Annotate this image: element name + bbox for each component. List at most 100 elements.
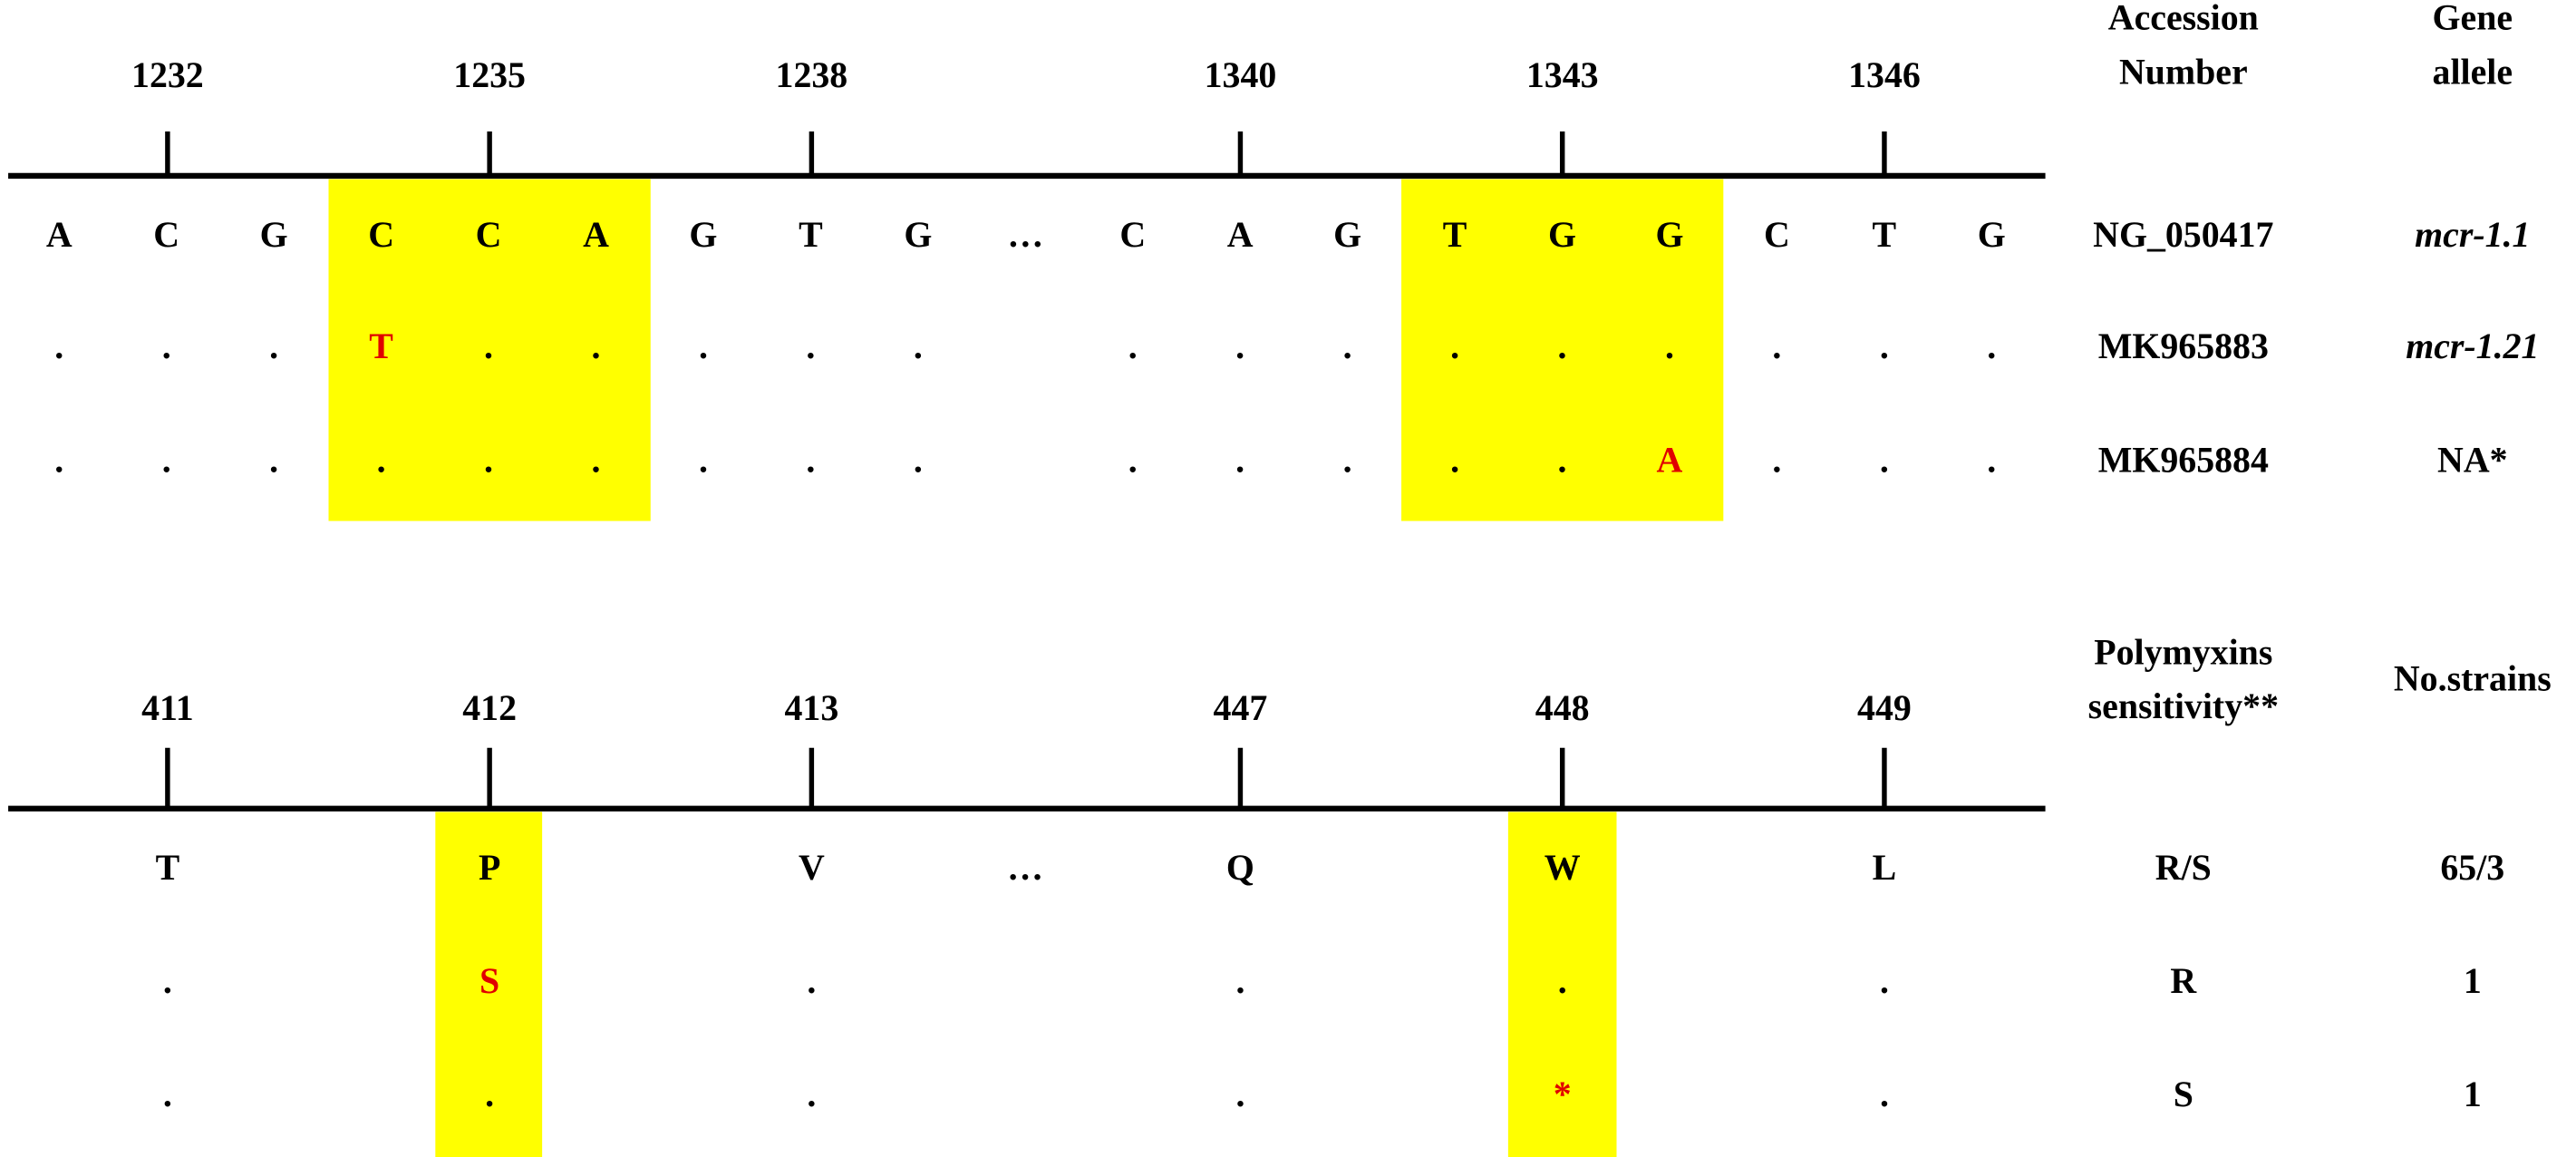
nucleotide: . bbox=[269, 326, 278, 366]
nucleotide: T bbox=[1873, 214, 1897, 255]
residue: . bbox=[485, 1074, 494, 1114]
residue: . bbox=[1235, 960, 1244, 1001]
nucleotide: . bbox=[1665, 326, 1674, 366]
nucleotide: G bbox=[1655, 214, 1683, 255]
position-label: 1340 bbox=[1205, 54, 1277, 95]
nucleotide: . bbox=[592, 326, 601, 366]
position-label: 448 bbox=[1535, 687, 1590, 728]
nucleotide: . bbox=[162, 326, 171, 366]
gene-allele: mcr-1.1 bbox=[2415, 214, 2530, 255]
column-header: Number bbox=[2119, 52, 2248, 92]
nucleotide: . bbox=[1128, 439, 1138, 480]
nucleotide: . bbox=[1880, 439, 1889, 480]
nucleotide: . bbox=[1772, 439, 1781, 480]
strain-count: 65/3 bbox=[2440, 847, 2504, 888]
residue: L bbox=[1873, 847, 1897, 888]
nucleotide: . bbox=[1128, 326, 1138, 366]
nucleotide: G bbox=[689, 214, 717, 255]
residue: . bbox=[1880, 1074, 1889, 1114]
polymyxin-sensitivity: R bbox=[2170, 960, 2197, 1001]
nucleotide: . bbox=[1235, 439, 1244, 480]
position-label: 413 bbox=[784, 687, 838, 728]
nucleotide: . bbox=[1558, 439, 1567, 480]
accession-number: MK965883 bbox=[2098, 326, 2269, 366]
residue: … bbox=[1007, 847, 1043, 888]
column-header: No.strains bbox=[2394, 657, 2552, 698]
nucleotide: . bbox=[1987, 439, 1996, 480]
residue: . bbox=[1235, 1074, 1244, 1114]
nucleotide: T bbox=[369, 326, 393, 366]
nucleotide: C bbox=[476, 214, 502, 255]
nucleotide: . bbox=[1343, 326, 1352, 366]
nucleotide: . bbox=[806, 326, 815, 366]
nucleotide: . bbox=[54, 326, 63, 366]
nucleotide: . bbox=[1450, 439, 1459, 480]
nucleotide: A bbox=[1227, 214, 1254, 255]
residue: T bbox=[156, 847, 180, 888]
nucleotide: G bbox=[1548, 214, 1576, 255]
nucleotide: C bbox=[368, 214, 394, 255]
column-header: sensitivity** bbox=[2088, 685, 2279, 726]
nucleotide: . bbox=[1235, 326, 1244, 366]
nucleotide: . bbox=[699, 326, 708, 366]
nucleotide: . bbox=[1880, 326, 1889, 366]
accession-number: NG_050417 bbox=[2093, 214, 2273, 255]
nucleotide: . bbox=[806, 439, 815, 480]
nucleotide: G bbox=[260, 214, 288, 255]
nucleotide: T bbox=[1443, 214, 1467, 255]
nucleotide: . bbox=[1987, 326, 1996, 366]
nucleotide: G bbox=[1978, 214, 2006, 255]
strain-count: 1 bbox=[2464, 960, 2482, 1001]
accession-number: MK965884 bbox=[2098, 439, 2269, 480]
nucleotide: . bbox=[1343, 439, 1352, 480]
gene-allele: mcr-1.21 bbox=[2406, 326, 2539, 366]
polymyxin-sensitivity: S bbox=[2174, 1074, 2193, 1114]
column-header: Gene bbox=[2433, 0, 2513, 38]
nucleotide: T bbox=[799, 214, 823, 255]
column-header: allele bbox=[2433, 52, 2513, 92]
nucleotide: A bbox=[1657, 439, 1683, 480]
nucleotide: . bbox=[914, 439, 923, 480]
column-header: Polymyxins bbox=[2094, 631, 2272, 672]
residue: P bbox=[479, 847, 500, 888]
nucleotide: . bbox=[1558, 326, 1567, 366]
nucleotide: . bbox=[269, 439, 278, 480]
nucleotide: . bbox=[699, 439, 708, 480]
nucleotide: A bbox=[46, 214, 73, 255]
highlight bbox=[328, 179, 651, 521]
residue: W bbox=[1545, 847, 1581, 888]
residue: . bbox=[807, 960, 816, 1001]
nucleotide: . bbox=[592, 439, 601, 480]
polymyxin-sensitivity: R/S bbox=[2155, 847, 2212, 888]
gene-allele: NA* bbox=[2437, 439, 2508, 480]
residue: . bbox=[1558, 960, 1567, 1001]
nucleotide: . bbox=[484, 326, 493, 366]
position-label: 411 bbox=[141, 687, 194, 728]
nucleotide: . bbox=[162, 439, 171, 480]
position-label: 1343 bbox=[1526, 54, 1599, 95]
residue: . bbox=[163, 960, 172, 1001]
highlights bbox=[328, 179, 1724, 1157]
nucleotide: . bbox=[484, 439, 493, 480]
residue: . bbox=[163, 1074, 172, 1114]
nucleotide: C bbox=[1764, 214, 1790, 255]
position-label: 449 bbox=[1857, 687, 1912, 728]
residue: . bbox=[1880, 960, 1889, 1001]
position-label: 1346 bbox=[1848, 54, 1921, 95]
nucleotide: . bbox=[1450, 326, 1459, 366]
strain-count: 1 bbox=[2464, 1074, 2482, 1114]
highlight bbox=[1507, 812, 1617, 1157]
residue: V bbox=[799, 847, 825, 888]
nucleotide: … bbox=[1007, 214, 1043, 255]
highlight bbox=[435, 812, 543, 1157]
nucleotide: C bbox=[153, 214, 179, 255]
nucleotide: A bbox=[583, 214, 609, 255]
nucleotide: . bbox=[377, 439, 386, 480]
residue: . bbox=[807, 1074, 816, 1114]
nucleotide: G bbox=[1333, 214, 1361, 255]
nucleotide: C bbox=[1119, 214, 1146, 255]
position-label: 1238 bbox=[776, 54, 848, 95]
nucleotide: . bbox=[914, 326, 923, 366]
nucleotide: . bbox=[1772, 326, 1781, 366]
